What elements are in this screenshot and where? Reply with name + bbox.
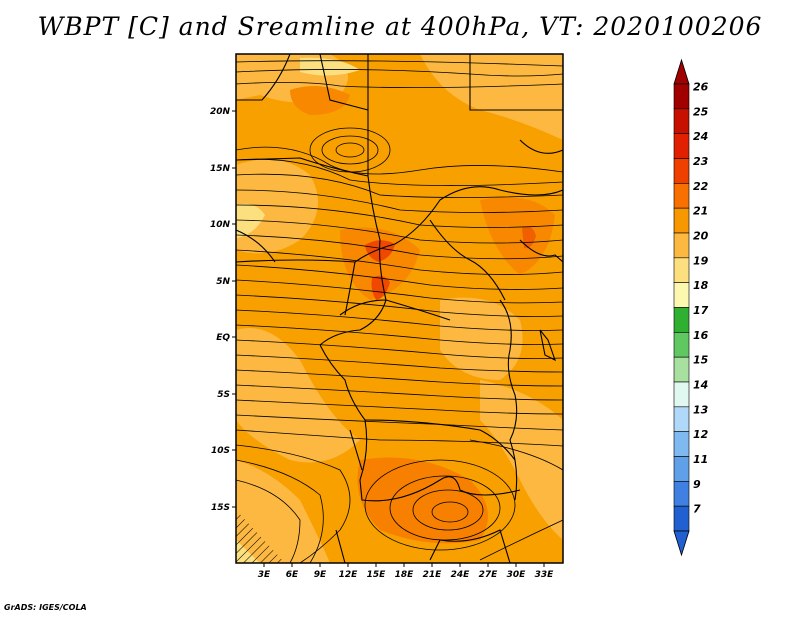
legend-swatch: [673, 431, 690, 457]
legend-label: 9: [693, 478, 701, 491]
legend-label: 19: [693, 254, 709, 267]
lat-label: 10N: [210, 220, 231, 230]
legend-swatch: [673, 505, 690, 532]
lon-label: 30E: [507, 570, 527, 580]
legend-label: 11: [693, 453, 708, 466]
legend-swatch: [673, 282, 690, 308]
lon-label: 15E: [367, 570, 387, 580]
lat-label: 15S: [211, 503, 230, 513]
legend-swatch: [673, 481, 690, 507]
lon-label: 21E: [423, 570, 443, 580]
lon-label: 12E: [339, 570, 359, 580]
lat-label: 10S: [211, 446, 230, 456]
legend-swatch: [673, 332, 690, 358]
legend-label: 18: [693, 279, 709, 292]
legend-label: 23: [693, 155, 709, 168]
legend-swatch: [673, 381, 690, 408]
map-field: [236, 54, 563, 563]
lon-label: 33E: [535, 570, 555, 580]
lat-label: 20N: [210, 107, 231, 117]
footer-credit: GrADS: IGES/COLA: [4, 603, 87, 612]
legend-swatch: [673, 183, 690, 209]
latitude-axis: 20N 15N 10N 5N EQ 5S 10S 15S: [210, 107, 236, 513]
lat-label: 15N: [210, 164, 231, 174]
legend-swatch: [673, 83, 690, 110]
lat-label: EQ: [216, 333, 230, 343]
legend-label: 14: [693, 378, 708, 391]
legend-swatch: [673, 133, 690, 159]
color-bar-legend: 26 25 24 23 22 21 20 19 18 17 16 15 14 13 12 11 9 7: [673, 58, 709, 557]
legend-swatch: [673, 307, 690, 333]
legend-swatch: [673, 232, 690, 259]
legend-label: 12: [693, 428, 709, 441]
lon-label: 24E: [451, 570, 471, 580]
lon-label: 3E: [258, 570, 271, 580]
legend-arrow-top: [673, 58, 690, 85]
legend-swatch: [673, 356, 690, 383]
legend-swatch: [673, 257, 690, 283]
legend-label: 17: [693, 304, 709, 317]
legend-label: 21: [693, 205, 708, 218]
map-frame: [235, 53, 564, 564]
country-borders: [236, 54, 563, 563]
legend-label: 15: [693, 354, 709, 367]
legend-label: 25: [693, 105, 709, 118]
legend-label: 24: [693, 130, 708, 143]
lat-label: 5S: [217, 390, 230, 400]
chart-title: WBPT [C] and Sreamline at 400hPa, VT: 20…: [37, 12, 763, 41]
legend-swatch: [673, 456, 690, 482]
legend-swatch: [673, 158, 690, 184]
lon-label: 18E: [395, 570, 415, 580]
legend-label: 7: [693, 503, 701, 516]
lon-label: 6E: [286, 570, 299, 580]
legend-label: 16: [693, 329, 709, 342]
legend-swatch: [673, 406, 690, 432]
lat-label: 5N: [216, 277, 230, 287]
legend-label: 22: [693, 180, 709, 193]
lon-label: 27E: [479, 570, 499, 580]
legend-swatch: [673, 207, 690, 234]
legend-label: 13: [693, 403, 709, 416]
lon-label: 9E: [314, 570, 327, 580]
legend-label: 26: [693, 80, 709, 93]
legend-swatch: [673, 108, 690, 134]
legend-label: 20: [693, 229, 709, 242]
legend-arrow-bottom: [673, 530, 690, 557]
longitude-axis: 3E 6E 9E 12E 15E 18E 21E 24E 27E 30E 33E: [258, 563, 554, 580]
